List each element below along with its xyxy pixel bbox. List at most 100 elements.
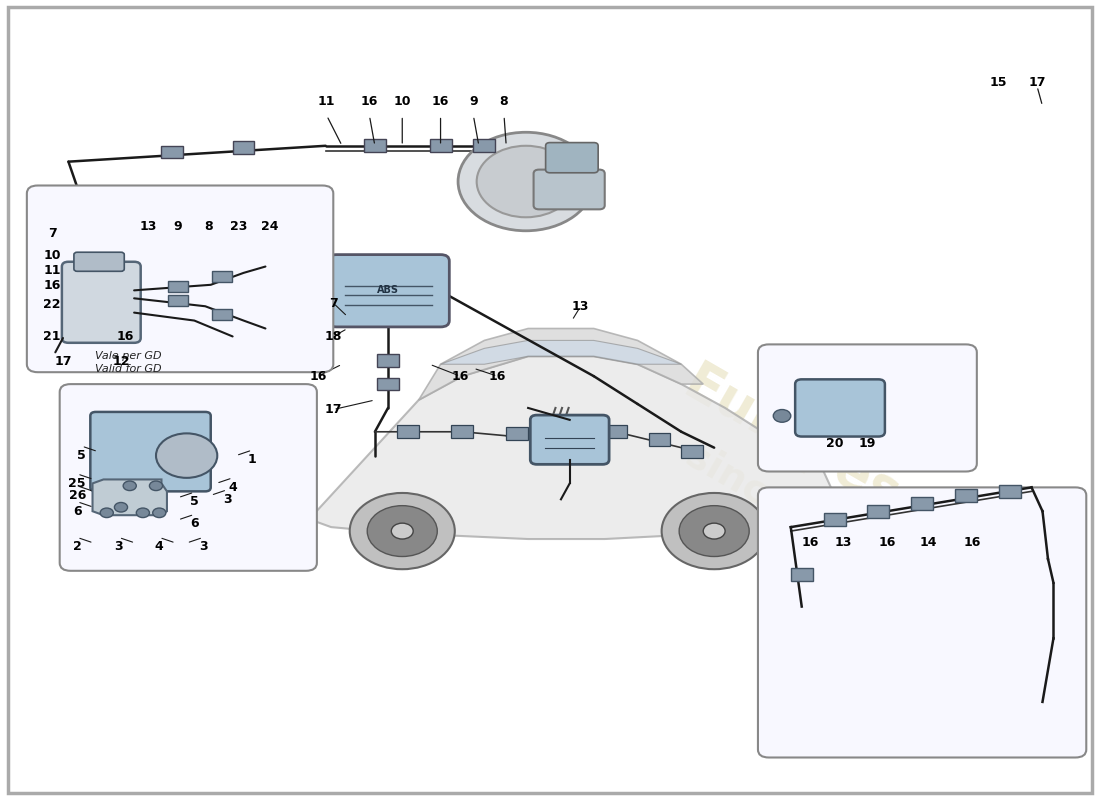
Circle shape	[150, 481, 163, 490]
Text: ABS: ABS	[377, 286, 399, 295]
Bar	[955, 489, 977, 502]
Bar	[377, 354, 399, 366]
Polygon shape	[419, 329, 703, 400]
Text: 10: 10	[43, 249, 60, 262]
Circle shape	[679, 506, 749, 557]
Bar	[364, 139, 386, 152]
Circle shape	[661, 493, 767, 570]
Text: 16: 16	[361, 94, 378, 108]
Text: 24: 24	[261, 220, 278, 234]
Bar	[868, 505, 889, 518]
Text: 3: 3	[223, 493, 231, 506]
Text: Europes: Europes	[673, 357, 907, 522]
Text: 16: 16	[309, 370, 327, 382]
Bar	[212, 271, 231, 282]
Circle shape	[153, 508, 166, 518]
Text: 4: 4	[228, 481, 236, 494]
Text: 21: 21	[43, 330, 60, 343]
Text: 5: 5	[190, 495, 199, 508]
Bar	[168, 295, 188, 306]
Text: 23: 23	[231, 220, 248, 234]
FancyBboxPatch shape	[62, 262, 141, 342]
Text: 11: 11	[43, 264, 60, 277]
Circle shape	[773, 410, 791, 422]
Bar	[162, 146, 184, 158]
Bar	[212, 309, 231, 320]
Bar	[561, 424, 583, 437]
FancyBboxPatch shape	[758, 487, 1087, 758]
Bar	[211, 314, 232, 327]
Text: 9: 9	[469, 94, 477, 108]
Text: 22: 22	[43, 298, 60, 311]
Polygon shape	[309, 356, 835, 539]
Circle shape	[136, 508, 150, 518]
Text: 16: 16	[488, 370, 506, 382]
Text: 13: 13	[572, 300, 590, 313]
Bar	[397, 426, 419, 438]
Text: 6: 6	[190, 518, 199, 530]
Bar	[911, 497, 933, 510]
Text: 3: 3	[114, 541, 123, 554]
Text: 3: 3	[199, 541, 208, 554]
Text: 10: 10	[394, 94, 411, 108]
Text: 16: 16	[964, 537, 981, 550]
Circle shape	[123, 481, 136, 490]
FancyBboxPatch shape	[758, 344, 977, 471]
FancyBboxPatch shape	[546, 142, 598, 173]
Text: 17: 17	[54, 355, 72, 368]
Text: 16: 16	[879, 537, 895, 550]
Circle shape	[367, 506, 438, 557]
Text: 14: 14	[920, 537, 937, 550]
Circle shape	[100, 508, 113, 518]
Text: 26: 26	[68, 489, 86, 502]
FancyBboxPatch shape	[74, 252, 124, 271]
Bar	[791, 569, 813, 581]
Text: 7: 7	[329, 297, 338, 310]
Circle shape	[703, 523, 725, 539]
Text: 11: 11	[318, 94, 336, 108]
Bar	[506, 427, 528, 440]
Polygon shape	[441, 341, 681, 364]
Circle shape	[156, 434, 218, 478]
Bar	[681, 446, 703, 458]
Text: 12: 12	[112, 355, 130, 368]
FancyBboxPatch shape	[90, 412, 211, 491]
Bar	[451, 426, 473, 438]
Text: 6: 6	[73, 505, 81, 518]
Circle shape	[458, 132, 594, 230]
FancyBboxPatch shape	[59, 384, 317, 571]
Bar	[473, 139, 495, 152]
Polygon shape	[92, 479, 167, 515]
Text: 25: 25	[68, 477, 86, 490]
Circle shape	[114, 502, 128, 512]
Bar	[151, 330, 173, 342]
FancyBboxPatch shape	[795, 379, 884, 437]
Text: 20: 20	[826, 437, 844, 450]
Circle shape	[350, 493, 454, 570]
Text: 17: 17	[324, 403, 342, 416]
Text: 7: 7	[47, 226, 56, 240]
Text: 19: 19	[859, 437, 876, 450]
Text: Vale per GD
Valid for GD: Vale per GD Valid for GD	[96, 350, 162, 374]
Text: 4: 4	[155, 541, 164, 554]
Text: 1: 1	[248, 453, 256, 466]
Bar	[430, 139, 451, 152]
Text: 17: 17	[1028, 76, 1046, 89]
Circle shape	[476, 146, 575, 218]
Text: 5: 5	[77, 449, 86, 462]
Bar	[232, 141, 254, 154]
Text: since 1985: since 1985	[680, 436, 902, 586]
Text: 13: 13	[835, 537, 852, 550]
Circle shape	[392, 523, 414, 539]
FancyBboxPatch shape	[328, 254, 449, 327]
Text: 16: 16	[452, 370, 469, 382]
Bar	[999, 485, 1021, 498]
Text: 16: 16	[43, 279, 60, 292]
Text: 8: 8	[499, 94, 508, 108]
Text: 16: 16	[117, 330, 134, 343]
Text: 16: 16	[432, 94, 449, 108]
Bar	[377, 378, 399, 390]
FancyBboxPatch shape	[530, 415, 609, 464]
Bar	[168, 281, 188, 292]
Text: 8: 8	[205, 220, 212, 234]
